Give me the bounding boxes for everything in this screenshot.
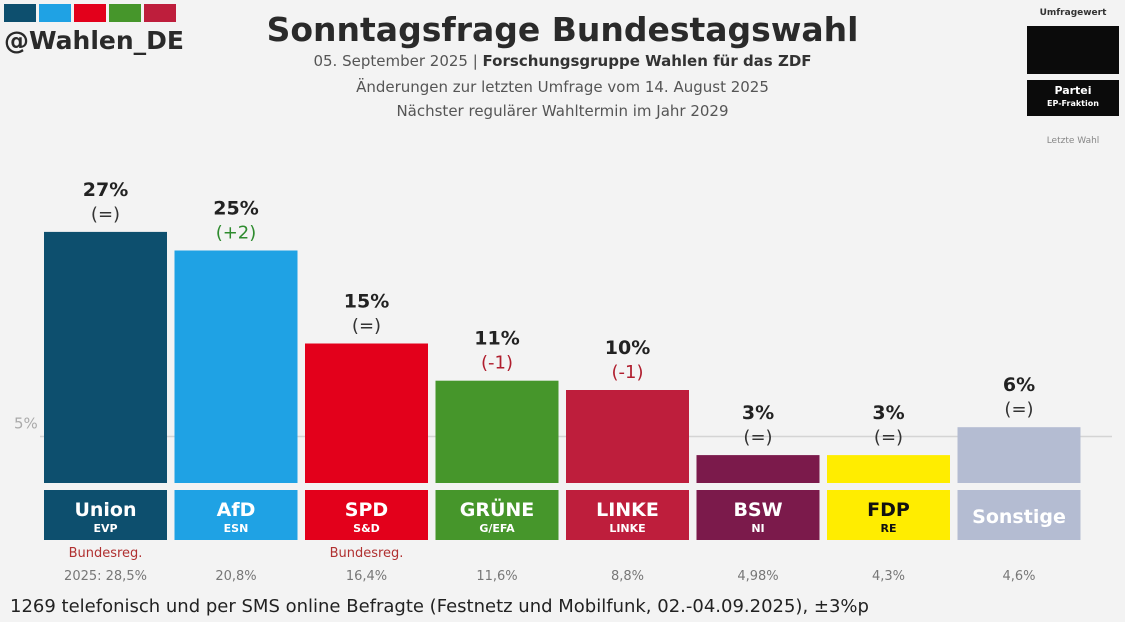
change-label-fdp: (=) <box>874 427 903 448</box>
party-name-gr-ne: GRÜNE <box>460 497 535 521</box>
ep-group-afd: ESN <box>224 522 249 535</box>
party-name-fdp: FDP <box>867 499 910 521</box>
swatch <box>109 4 141 22</box>
color-swatches <box>4 4 176 22</box>
value-label-spd: 15% <box>344 291 389 313</box>
party-name-afd: AfD <box>217 499 256 521</box>
ep-group-spd: S&D <box>353 522 380 535</box>
government-tag-union: Bundesreg. <box>69 546 143 561</box>
party-name-linke: LINKE <box>596 499 659 521</box>
chart-title: Sonntagsfrage Bundestagswahl <box>266 10 859 49</box>
party-label-box-fdp <box>827 490 950 540</box>
party-name-union: Union <box>74 499 136 521</box>
last-election-linke: 8,8% <box>611 569 644 584</box>
party-name-spd: SPD <box>345 499 388 521</box>
change-label-union: (=) <box>91 204 120 225</box>
change-label-bsw: (=) <box>743 427 772 448</box>
value-label-sonstige: 6% <box>1003 374 1035 396</box>
last-election-gr-ne: 11,6% <box>476 569 517 584</box>
change-label-gr-ne: (-1) <box>481 353 513 374</box>
swatch <box>144 4 176 22</box>
next-election-note: Nächster regulärer Wahltermin im Jahr 20… <box>396 102 729 120</box>
party-label-box-sonstige <box>957 490 1081 540</box>
changes-note: Änderungen zur letzten Umfrage vom 14. A… <box>356 78 769 96</box>
legend-last-election-caption: Letzte Wahl <box>1046 136 1100 146</box>
last-election-afd: 20,8% <box>215 569 256 584</box>
last-election-bsw: 4,98% <box>737 569 778 584</box>
party-label-box-afd <box>174 490 298 540</box>
legend-ep-label: EP-Fraktion <box>1047 99 1099 108</box>
account-handle: @Wahlen_DE <box>4 26 185 55</box>
survey-source: Forschungsgruppe Wahlen für das ZDF <box>482 52 812 70</box>
party-label-box-union <box>44 490 167 540</box>
value-label-fdp: 3% <box>872 402 904 424</box>
value-label-afd: 25% <box>213 198 258 220</box>
change-label-linke: (-1) <box>612 362 644 383</box>
reference-line-label: 5% <box>14 415 38 433</box>
ep-group-fdp: RE <box>881 522 897 535</box>
bar-afd <box>174 250 298 483</box>
value-label-bsw: 3% <box>742 402 774 424</box>
change-label-spd: (=) <box>352 316 381 337</box>
value-label-linke: 10% <box>605 337 650 359</box>
bar-fdp <box>827 455 950 483</box>
survey-date: 05. September 2025 <box>313 52 468 70</box>
legend-party-label: Partei <box>1054 84 1092 97</box>
party-name-sonstige: Sonstige <box>972 506 1066 528</box>
footnote: 1269 telefonisch und per SMS online Befr… <box>10 596 869 617</box>
last-election-spd: 16,4% <box>346 569 387 584</box>
party-label-box-linke <box>566 490 689 540</box>
ep-group-union: EVP <box>93 522 117 535</box>
government-tag-spd: Bundesreg. <box>330 546 404 561</box>
bar-linke <box>566 390 689 483</box>
bar-sonstige <box>957 427 1081 483</box>
bar-bsw <box>696 455 820 483</box>
ep-group-linke: LINKE <box>609 522 645 535</box>
party-label-box-spd <box>305 490 428 540</box>
ep-group-gr-ne: G/EFA <box>479 522 515 535</box>
legend-party-box: Partei EP-Fraktion <box>1027 80 1119 116</box>
ep-group-bsw: NI <box>751 522 764 535</box>
bar-gr-ne <box>435 380 559 483</box>
last-election-sonstige: 4,6% <box>1002 569 1035 584</box>
bar-union <box>44 231 167 483</box>
value-label-union: 27% <box>83 179 128 201</box>
change-label-afd: (+2) <box>216 223 257 244</box>
date-source-line: 05. September 2025 | Forschungsgruppe Wa… <box>313 52 812 70</box>
legend-value-box <box>1027 26 1119 74</box>
party-name-bsw: BSW <box>733 499 782 521</box>
change-label-sonstige: (=) <box>1004 399 1033 420</box>
swatch <box>74 4 106 22</box>
value-label-gr-ne: 11% <box>474 328 519 350</box>
last-election-union: 2025: 28,5% <box>64 569 147 584</box>
swatch <box>4 4 36 22</box>
party-label-box-bsw <box>696 490 820 540</box>
bar-spd <box>305 343 428 483</box>
party-label-box-gr-ne <box>435 490 559 540</box>
swatch <box>39 4 71 22</box>
legend-value-caption: Umfragewert <box>1039 8 1107 18</box>
last-election-fdp: 4,3% <box>872 569 905 584</box>
